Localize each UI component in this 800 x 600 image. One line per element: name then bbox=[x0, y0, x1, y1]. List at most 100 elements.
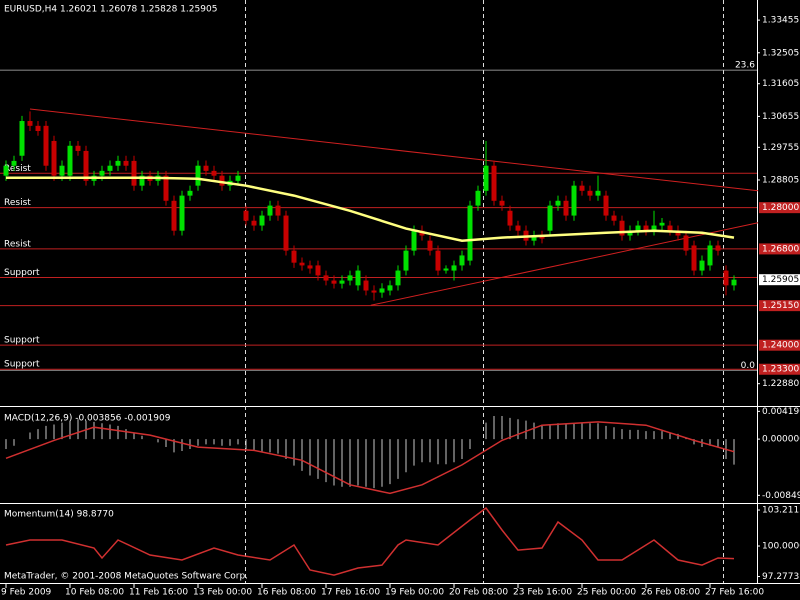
candle-body bbox=[123, 160, 129, 166]
y-tick-label: 97.2773 bbox=[762, 572, 799, 582]
candle-body bbox=[595, 190, 601, 196]
candle-body bbox=[195, 165, 201, 186]
x-tick-label: 26 Feb 08:00 bbox=[641, 588, 700, 598]
candle-body bbox=[51, 140, 57, 176]
candle-body bbox=[715, 245, 721, 251]
candle-body bbox=[731, 279, 737, 286]
candle-body bbox=[75, 145, 81, 151]
candle-body bbox=[395, 270, 401, 286]
candle-body bbox=[483, 165, 489, 191]
candle-body bbox=[683, 235, 689, 251]
candle-body bbox=[219, 175, 225, 186]
level-price-box bbox=[759, 243, 800, 255]
x-tick-label: 25 Feb 00:00 bbox=[577, 588, 636, 598]
candle-body bbox=[379, 288, 385, 293]
candle-body bbox=[387, 285, 393, 291]
candle-body bbox=[131, 160, 137, 186]
x-tick-label: 27 Feb 16:00 bbox=[705, 588, 764, 598]
candle-body bbox=[619, 220, 625, 236]
x-tick-label: 10 Feb 08:00 bbox=[65, 588, 124, 598]
level-price-box bbox=[759, 363, 800, 375]
candle-body bbox=[235, 175, 241, 181]
y-tick-label: 0.000000 bbox=[762, 435, 800, 445]
x-tick-label: 11 Feb 16:00 bbox=[129, 588, 188, 598]
candle-body bbox=[371, 290, 377, 293]
current-price-box bbox=[759, 274, 800, 286]
candle-body bbox=[603, 195, 609, 216]
momentum-title: Momentum(14) 98.8770 bbox=[4, 510, 114, 520]
candle-body bbox=[283, 215, 289, 251]
candle-body bbox=[307, 265, 313, 269]
candle-body bbox=[299, 262, 305, 266]
level-label: Support bbox=[4, 360, 40, 370]
x-tick-label: 13 Feb 00:00 bbox=[193, 588, 252, 598]
candle-body bbox=[659, 222, 665, 226]
candle-body bbox=[459, 255, 465, 266]
candle-body bbox=[11, 160, 17, 166]
copyright: MetaTrader, © 2001-2008 MetaQuotes Softw… bbox=[4, 572, 248, 582]
candle-body bbox=[635, 225, 641, 231]
candle-body bbox=[555, 200, 561, 206]
candle-body bbox=[547, 205, 553, 231]
candle-body bbox=[427, 240, 433, 251]
y-tick-label: 1.30655 bbox=[762, 112, 799, 122]
candle-body bbox=[43, 125, 49, 166]
candle-body bbox=[171, 200, 177, 231]
candle-body bbox=[107, 165, 113, 171]
candle-body bbox=[451, 265, 457, 271]
candle-body bbox=[3, 165, 9, 176]
candle-body bbox=[331, 280, 337, 284]
level-price-label: 1.26800 bbox=[762, 244, 799, 254]
candle-body bbox=[579, 185, 585, 191]
candle-body bbox=[19, 121, 25, 156]
x-tick-label: 17 Feb 16:00 bbox=[321, 588, 380, 598]
candle-body bbox=[179, 195, 185, 231]
level-label: Support bbox=[4, 336, 40, 346]
candle-body bbox=[515, 225, 521, 231]
chart-header: EURUSD,H4 1.26021 1.26078 1.25828 1.2590… bbox=[4, 5, 217, 15]
candle-body bbox=[475, 190, 481, 206]
y-tick-label: 1.33455 bbox=[762, 16, 799, 26]
trendline bbox=[370, 222, 759, 306]
candle-body bbox=[491, 165, 497, 201]
candle-body bbox=[315, 265, 321, 276]
x-tick-label: 23 Feb 16:00 bbox=[513, 588, 572, 598]
level-price-box bbox=[759, 339, 800, 351]
candle-body bbox=[27, 121, 33, 126]
candle-body bbox=[83, 150, 89, 181]
level-price-label: 1.23300 bbox=[762, 365, 799, 375]
candle-body bbox=[627, 230, 633, 236]
fib-label: 23.6 bbox=[735, 61, 755, 71]
candle-body bbox=[163, 175, 169, 201]
candle-body bbox=[403, 250, 409, 271]
moving-average bbox=[6, 176, 735, 242]
x-tick-label: 16 Feb 08:00 bbox=[257, 588, 316, 598]
candle-body bbox=[347, 275, 353, 281]
level-label: Support bbox=[4, 268, 40, 278]
candle-body bbox=[443, 268, 449, 271]
y-tick-label: -0.00849 bbox=[762, 491, 800, 501]
candle-body bbox=[643, 225, 649, 231]
x-tick-label: 20 Feb 08:00 bbox=[449, 588, 508, 598]
candle-body bbox=[203, 165, 209, 171]
candle-body bbox=[35, 125, 41, 131]
candle-body bbox=[291, 250, 297, 263]
candle-body bbox=[651, 225, 657, 231]
y-tick-label: 103.2115 bbox=[762, 506, 800, 516]
current-price-label: 1.25905 bbox=[762, 275, 799, 285]
candle-body bbox=[467, 205, 473, 261]
candle-body bbox=[275, 205, 281, 216]
candle-body bbox=[699, 260, 705, 271]
candle-body bbox=[339, 280, 345, 284]
candle-body bbox=[251, 220, 257, 226]
y-tick-label: 0.004196 bbox=[762, 407, 800, 417]
fib-label: 0.0 bbox=[741, 361, 756, 371]
level-label: Resist bbox=[4, 198, 31, 208]
candle-body bbox=[571, 185, 577, 216]
x-tick-label: 19 Feb 00:00 bbox=[385, 588, 444, 598]
y-tick-label: 100.0000 bbox=[762, 542, 800, 552]
level-price-label: 1.25150 bbox=[762, 301, 799, 311]
